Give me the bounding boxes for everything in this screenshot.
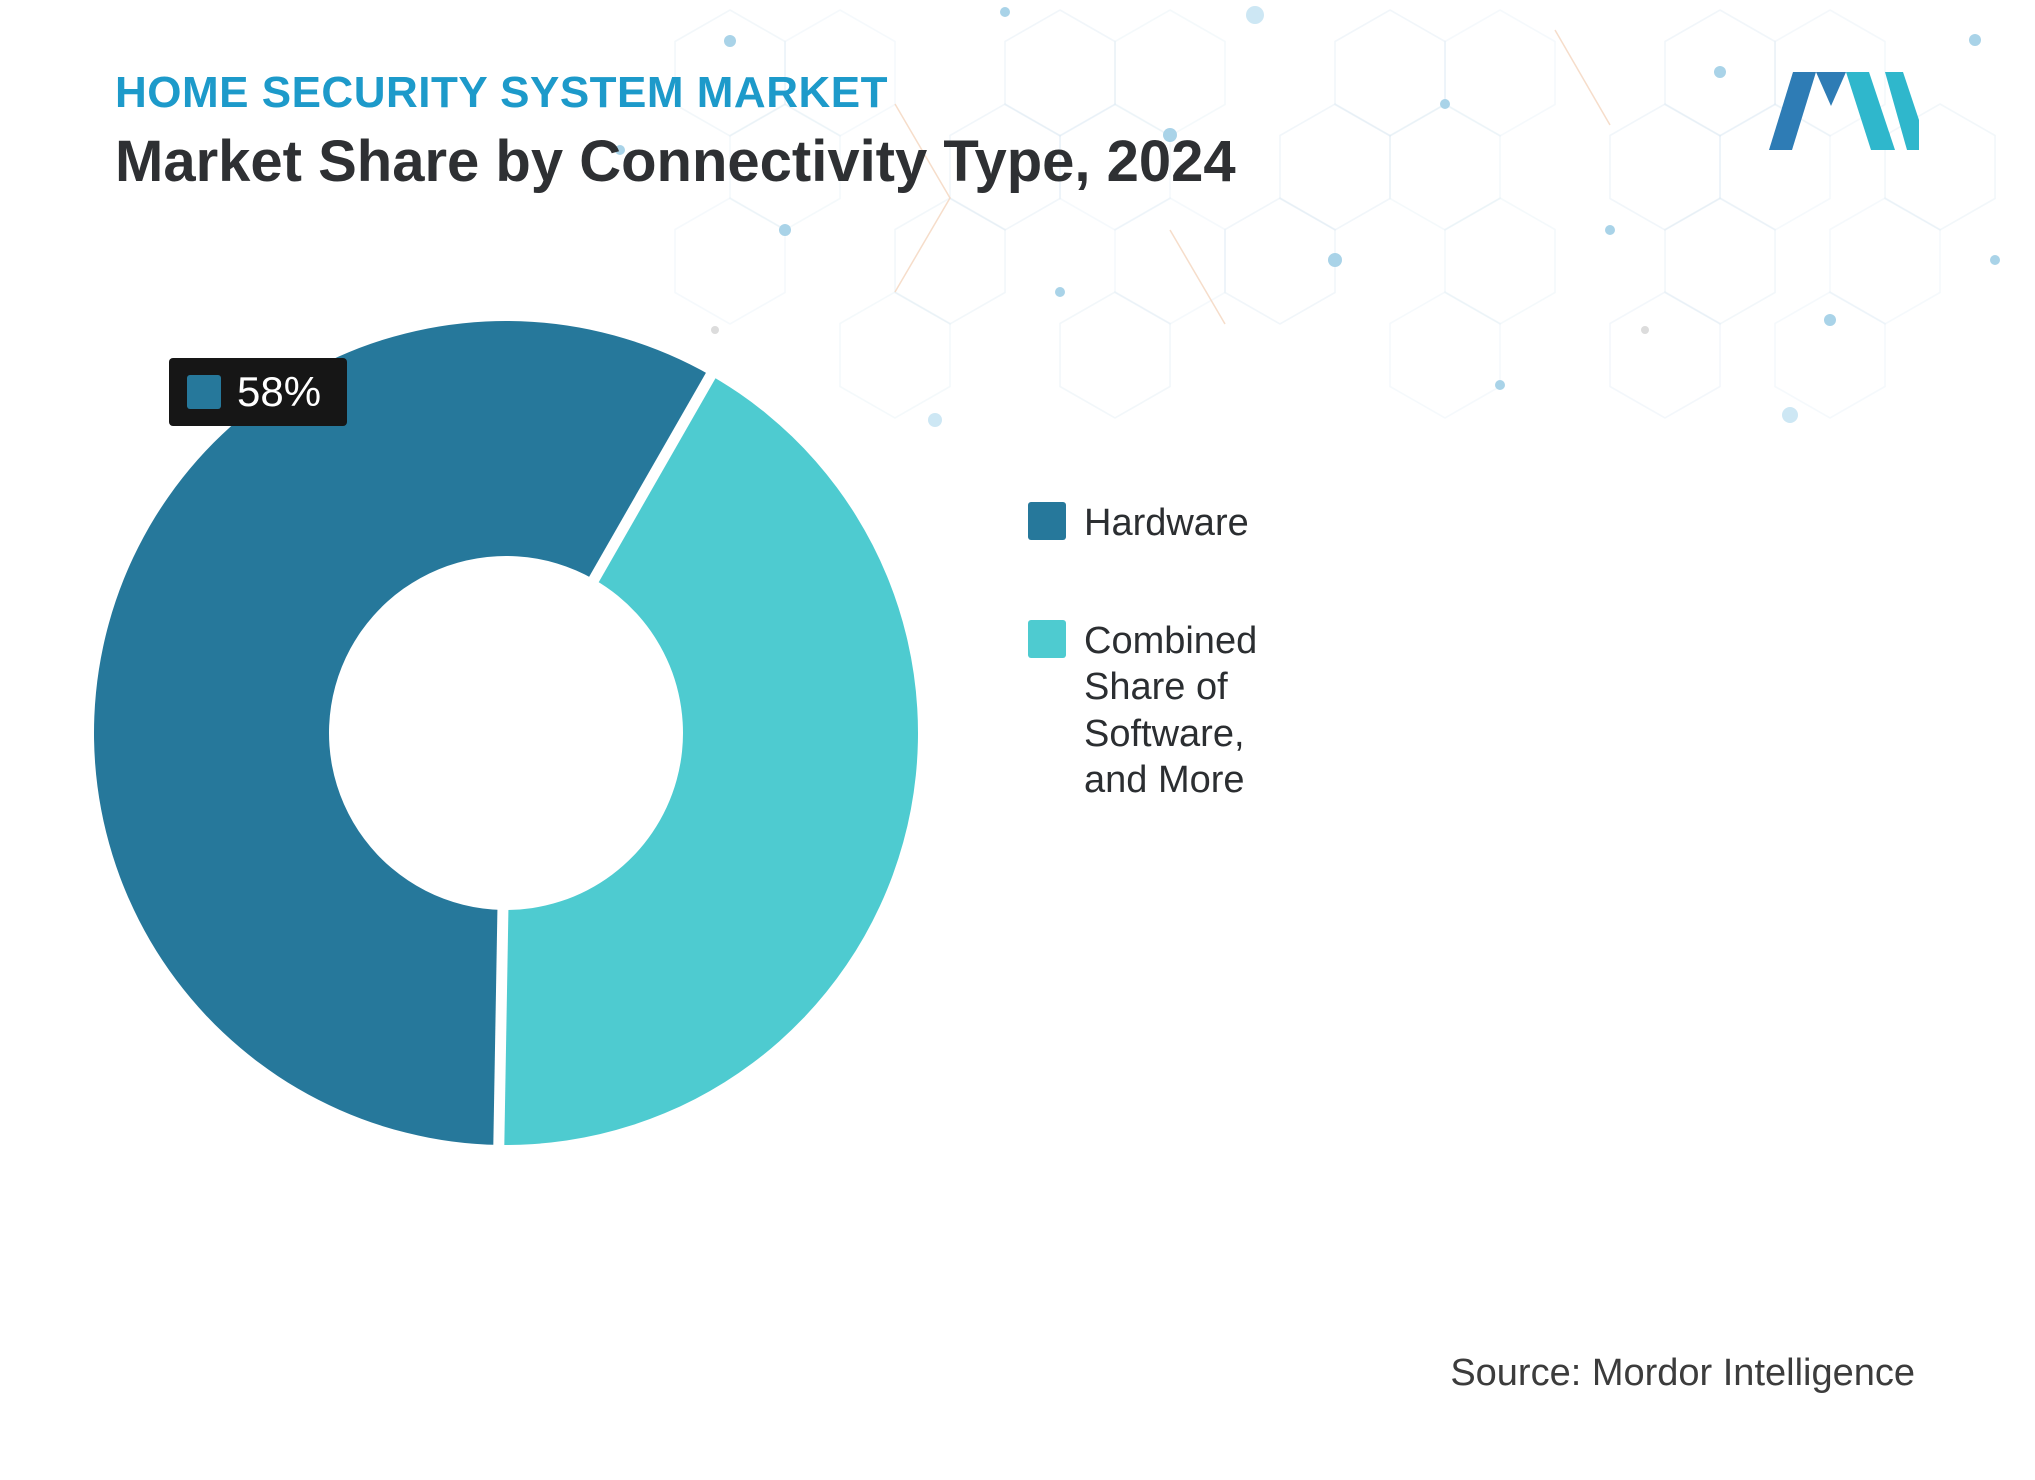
legend-label-software: Combined Share of Software, and More xyxy=(1084,620,1258,802)
donut-slice-hardware xyxy=(94,320,711,1145)
legend-swatch-software-icon xyxy=(1028,620,1066,658)
legend-label-hardware: Hardware xyxy=(1084,502,1249,544)
chart-title: Market Share by Connectivity Type, 2024 xyxy=(115,129,1236,194)
logo-right-stroke xyxy=(1846,72,1895,150)
slice-separator xyxy=(493,732,512,1154)
hardware-swatch-icon xyxy=(187,375,221,409)
report-kicker: HOME SECURITY SYSTEM MARKET xyxy=(115,68,888,117)
data-label-badge: 58% xyxy=(169,358,348,426)
legend-item-software: Combined Share of Software, and More xyxy=(1028,618,1257,803)
source-attribution: Source: Mordor Intelligence xyxy=(1450,1352,1915,1394)
legend-item-hardware: Hardware xyxy=(1028,500,1249,546)
logo-middle-notch xyxy=(1816,72,1846,106)
logo-left-stroke xyxy=(1769,72,1816,150)
data-label-value: 58% xyxy=(237,368,322,415)
mordor-intelligence-logo xyxy=(1769,72,1919,150)
slice-separator xyxy=(501,365,720,736)
donut-chart-svg xyxy=(94,320,918,1154)
donut-chart xyxy=(86,313,926,1154)
legend-swatch-hardware-icon xyxy=(1028,502,1066,540)
